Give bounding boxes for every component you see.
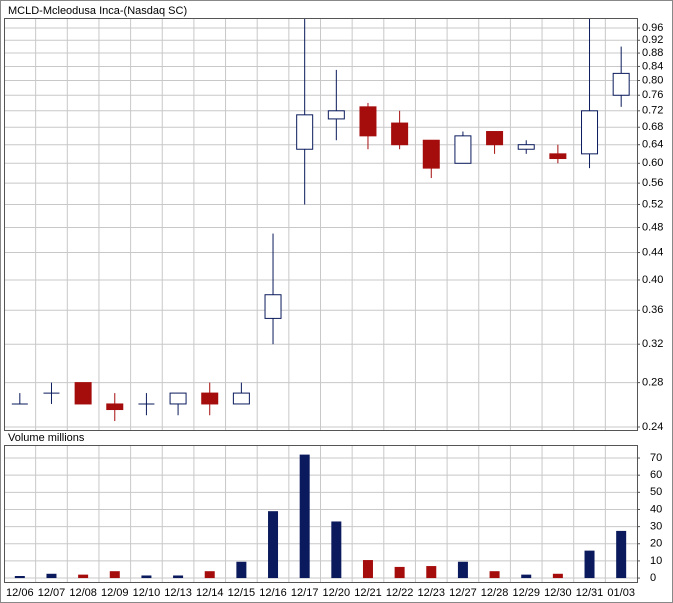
volume-bar	[362, 560, 373, 579]
candle-body	[422, 139, 440, 169]
volume-panel	[4, 445, 638, 583]
candle-body	[549, 153, 567, 160]
y-tick-label: 0.24	[642, 421, 663, 433]
volume-title: Volume millions	[8, 432, 85, 444]
y-tick-label: 30	[650, 521, 662, 533]
volume-bar	[46, 573, 57, 579]
y-tick-label: 0.28	[642, 377, 663, 389]
volume-bar	[236, 561, 247, 579]
x-tick-label: 12/27	[449, 587, 477, 599]
volume-bar	[489, 571, 500, 579]
y-tick-label: 0.76	[642, 89, 663, 101]
y-tick-label: 0.32	[642, 338, 663, 350]
y-tick-label: 0	[650, 572, 656, 584]
chart-title: MCLD-Mcleodusa Inca-(Nasdaq SC)	[8, 5, 187, 17]
y-tick-label: 0.60	[642, 157, 663, 169]
candle-body	[486, 131, 504, 146]
y-tick-label: 0.84	[642, 60, 663, 72]
y-tick-label: 0.96	[642, 22, 663, 34]
y-tick-label: 0.36	[642, 304, 663, 316]
y-tick-label: 70	[650, 452, 662, 464]
y-tick-label: 0.56	[642, 177, 663, 189]
x-tick-label: 12/30	[544, 587, 572, 599]
x-tick-label: 12/07	[38, 587, 66, 599]
volume-bar	[552, 573, 563, 579]
x-tick-label: 12/10	[133, 587, 161, 599]
x-tick-label: 01/03	[607, 587, 635, 599]
volume-bar	[204, 571, 215, 579]
candle-body	[296, 114, 314, 150]
x-tick-label: 12/14	[196, 587, 224, 599]
y-tick-label: 0.52	[642, 198, 663, 210]
y-tick-label: 0.80	[642, 74, 663, 86]
x-tick-label: 12/17	[291, 587, 319, 599]
volume-bar	[457, 561, 468, 579]
x-tick-label: 12/21	[354, 587, 382, 599]
x-tick-label: 12/28	[481, 587, 509, 599]
y-tick-label: 0.48	[642, 221, 663, 233]
volume-bar	[331, 521, 342, 579]
x-tick-label: 12/29	[512, 587, 540, 599]
x-tick-label: 12/23	[418, 587, 446, 599]
x-tick-label: 12/09	[101, 587, 129, 599]
candle-body	[327, 110, 345, 120]
y-tick-label: 10	[650, 555, 662, 567]
candle-body	[612, 72, 630, 96]
x-tick-label: 12/15	[228, 587, 256, 599]
candle-body	[359, 106, 377, 137]
y-tick-label: 50	[650, 486, 662, 498]
y-tick-label: 40	[650, 503, 662, 515]
candle-body	[517, 144, 535, 150]
volume-bar	[521, 574, 532, 579]
candle-body	[391, 122, 409, 146]
price-panel	[4, 18, 638, 431]
volume-bar	[299, 454, 310, 579]
volume-bar	[616, 530, 627, 579]
x-tick-label: 12/31	[576, 587, 604, 599]
x-tick-label: 12/13	[164, 587, 192, 599]
y-tick-label: 60	[650, 469, 662, 481]
y-tick-label: 0.44	[642, 246, 663, 258]
volume-bar	[394, 566, 405, 579]
x-tick-label: 12/20	[323, 587, 351, 599]
candle-body	[201, 392, 219, 405]
volume-bar	[173, 575, 184, 579]
x-tick-label: 12/08	[69, 587, 97, 599]
x-tick-label: 12/16	[259, 587, 287, 599]
y-tick-label: 0.72	[642, 105, 663, 117]
candle-body	[169, 392, 187, 405]
x-tick-label: 12/06	[6, 587, 34, 599]
volume-bar	[268, 511, 279, 579]
volume-bar	[426, 566, 437, 579]
candle-body	[264, 294, 282, 319]
volume-bar	[141, 575, 152, 579]
volume-bar	[109, 571, 120, 579]
volume-bar	[78, 574, 89, 579]
y-tick-label: 0.92	[642, 34, 663, 46]
candle-body	[454, 135, 472, 164]
candle-body	[232, 392, 250, 405]
y-tick-label: 20	[650, 538, 662, 550]
y-tick-label: 0.88	[642, 47, 663, 59]
y-tick-label: 0.40	[642, 274, 663, 286]
candle-body	[74, 382, 92, 405]
x-tick-label: 12/22	[386, 587, 414, 599]
candle-body	[106, 403, 124, 411]
y-tick-label: 0.68	[642, 121, 663, 133]
y-tick-label: 0.64	[642, 139, 663, 151]
candle-body	[581, 110, 599, 155]
volume-bar	[584, 550, 595, 579]
volume-bar	[14, 575, 25, 579]
